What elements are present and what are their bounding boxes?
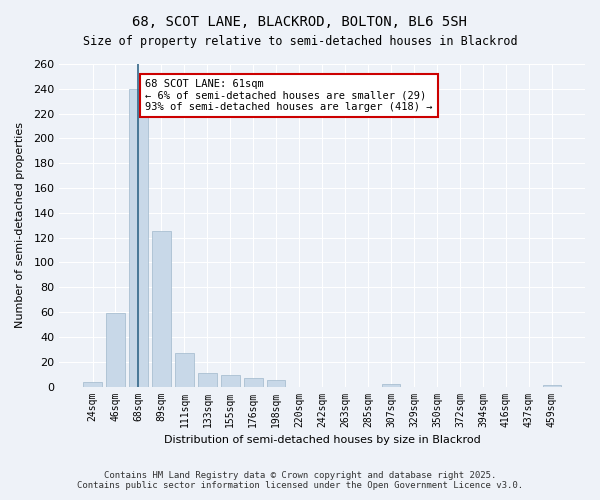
Bar: [382, 384, 400, 386]
Y-axis label: Number of semi-detached properties: Number of semi-detached properties: [15, 122, 25, 328]
Bar: [106, 314, 125, 386]
Bar: [244, 378, 263, 386]
Bar: [198, 373, 217, 386]
X-axis label: Distribution of semi-detached houses by size in Blackrod: Distribution of semi-detached houses by …: [164, 435, 481, 445]
Text: 68 SCOT LANE: 61sqm
← 6% of semi-detached houses are smaller (29)
93% of semi-de: 68 SCOT LANE: 61sqm ← 6% of semi-detache…: [145, 79, 433, 112]
Bar: [83, 382, 102, 386]
Bar: [129, 89, 148, 386]
Bar: [152, 232, 170, 386]
Bar: [175, 353, 194, 386]
Text: Contains HM Land Registry data © Crown copyright and database right 2025.
Contai: Contains HM Land Registry data © Crown c…: [77, 470, 523, 490]
Bar: [267, 380, 286, 386]
Text: 68, SCOT LANE, BLACKROD, BOLTON, BL6 5SH: 68, SCOT LANE, BLACKROD, BOLTON, BL6 5SH: [133, 15, 467, 29]
Text: Size of property relative to semi-detached houses in Blackrod: Size of property relative to semi-detach…: [83, 35, 517, 48]
Bar: [221, 376, 239, 386]
